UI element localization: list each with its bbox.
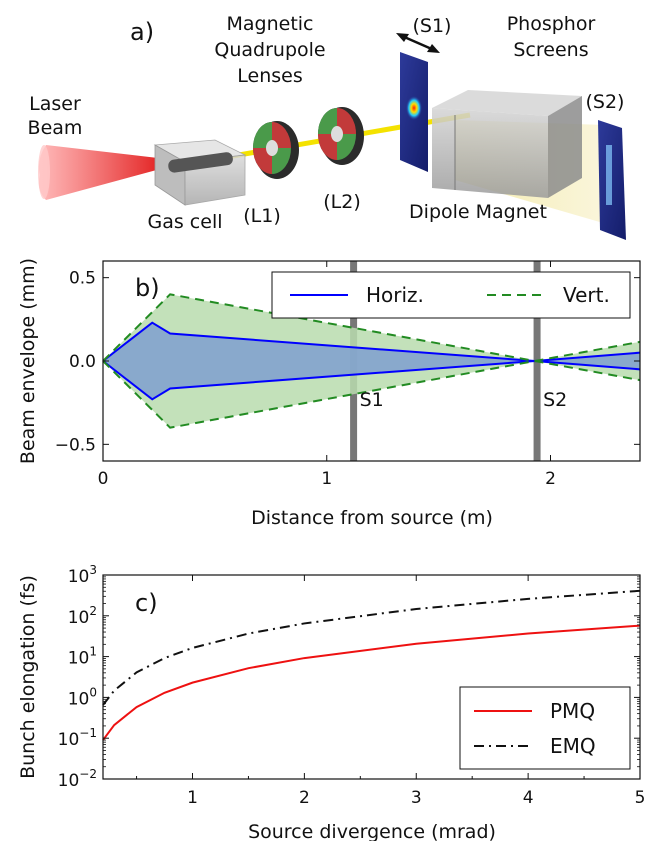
plot-c-legend: PMQ EMQ: [459, 686, 631, 770]
quadrupole-lens-l1-icon: [253, 121, 299, 179]
vert-upper-line: [102, 293, 641, 363]
plot-b-ytick-label: −0.5: [55, 435, 96, 455]
gas-cell-label: Gas cell: [148, 211, 223, 233]
plot-b-xtick-label: 2: [545, 469, 556, 489]
magnetic-label-line3: Lenses: [237, 65, 302, 87]
phosphor-label-line1: Phosphor: [507, 13, 596, 35]
panel-c-label: c): [135, 589, 158, 617]
plot-c-xtick-label: 5: [635, 788, 645, 808]
phosphor-label-line2: Screens: [513, 39, 588, 61]
experimental-setup-schematic: a) Laser Beam Magnetic Quadrupole Lenses…: [28, 13, 626, 240]
plot-c-xtick-label: 2: [299, 788, 310, 808]
plot-c-ytick-label: 10−2: [58, 767, 97, 791]
series-pmq-line: [102, 624, 641, 741]
series-emq-line: [102, 589, 641, 706]
l2-label: (L2): [323, 191, 361, 213]
plot-c-ytick-label: 102: [68, 604, 97, 628]
legend-horiz-label: Horiz.: [366, 283, 424, 307]
screen-label-s1: S1: [360, 389, 384, 411]
plot-c-ytick-label: 101: [68, 645, 97, 669]
horiz-upper-line: [102, 321, 641, 363]
laser-beam-end: [38, 145, 50, 199]
plot-c-ytick-label: 103: [68, 563, 97, 587]
plot-b-legend: Horiz. Vert.: [271, 271, 631, 319]
plot-c-legend-box: [459, 686, 631, 770]
screen-label-s2: S2: [543, 389, 567, 411]
l1-label: (L1): [243, 205, 281, 227]
plot-b-xtick-label: 0: [98, 469, 109, 489]
laser-label-line2: Beam: [28, 117, 83, 139]
magnetic-label-line2: Quadrupole: [214, 39, 325, 61]
s2-tag: (S2): [586, 91, 625, 113]
screen-s1-icon: [400, 52, 428, 172]
plot-b-ylabel: Beam envelope (mm): [17, 258, 39, 464]
laser-beam-cone: [38, 145, 175, 200]
s1-tag: (S1): [413, 15, 452, 37]
plot-c-frame: [102, 574, 641, 780]
dipole-label: Dipole Magnet: [409, 201, 547, 223]
plot-c-ylabel: Bunch elongation (fs): [17, 575, 39, 779]
plot-c-xtick-label: 4: [523, 788, 534, 808]
plot-c-ytick-label: 100: [68, 685, 97, 709]
plot-c-ytick-label: 10−1: [58, 726, 97, 750]
screen-s2-icon: [598, 120, 626, 240]
panel-a-label: a): [130, 18, 154, 46]
plot-c-xtick-label: 3: [411, 788, 422, 808]
panel-b-label: b): [135, 274, 160, 302]
bunch-elongation-chart: 1 2 3 4 5 10−2 10−1 100 101 102 103 c) PMQ EMQ Sour…: [17, 563, 645, 841]
beam-envelope-chart: S1 S2 0 1 2 −0.5 0.0 0.5 b) Horiz. Vert. Distanc…: [17, 258, 641, 529]
plot-b-ytick-label: 0.5: [69, 269, 96, 289]
magnetic-label-line1: Magnetic: [226, 13, 313, 35]
plot-c-xlabel: Source divergence (mrad): [248, 821, 496, 841]
plot-c-xtick-label: 1: [187, 788, 198, 808]
plot-b-xtick-label: 1: [321, 469, 332, 489]
plot-b-ytick-label: 0.0: [69, 352, 96, 372]
legend-emq-label: EMQ: [550, 734, 596, 758]
legend-vert-label: Vert.: [563, 283, 610, 307]
laser-label-line1: Laser: [29, 93, 81, 115]
gas-cell-icon: [153, 139, 247, 206]
plot-b-xlabel: Distance from source (m): [251, 507, 493, 529]
vert-lower-line: [102, 359, 641, 429]
horiz-envelope-fill: [103, 322, 640, 400]
s1-double-arrow-icon: [396, 33, 440, 53]
dipole-magnet-icon: [432, 90, 582, 198]
quadrupole-lens-l2-icon: [318, 107, 364, 165]
legend-pmq-label: PMQ: [550, 699, 595, 723]
horiz-lower-line: [102, 359, 641, 401]
